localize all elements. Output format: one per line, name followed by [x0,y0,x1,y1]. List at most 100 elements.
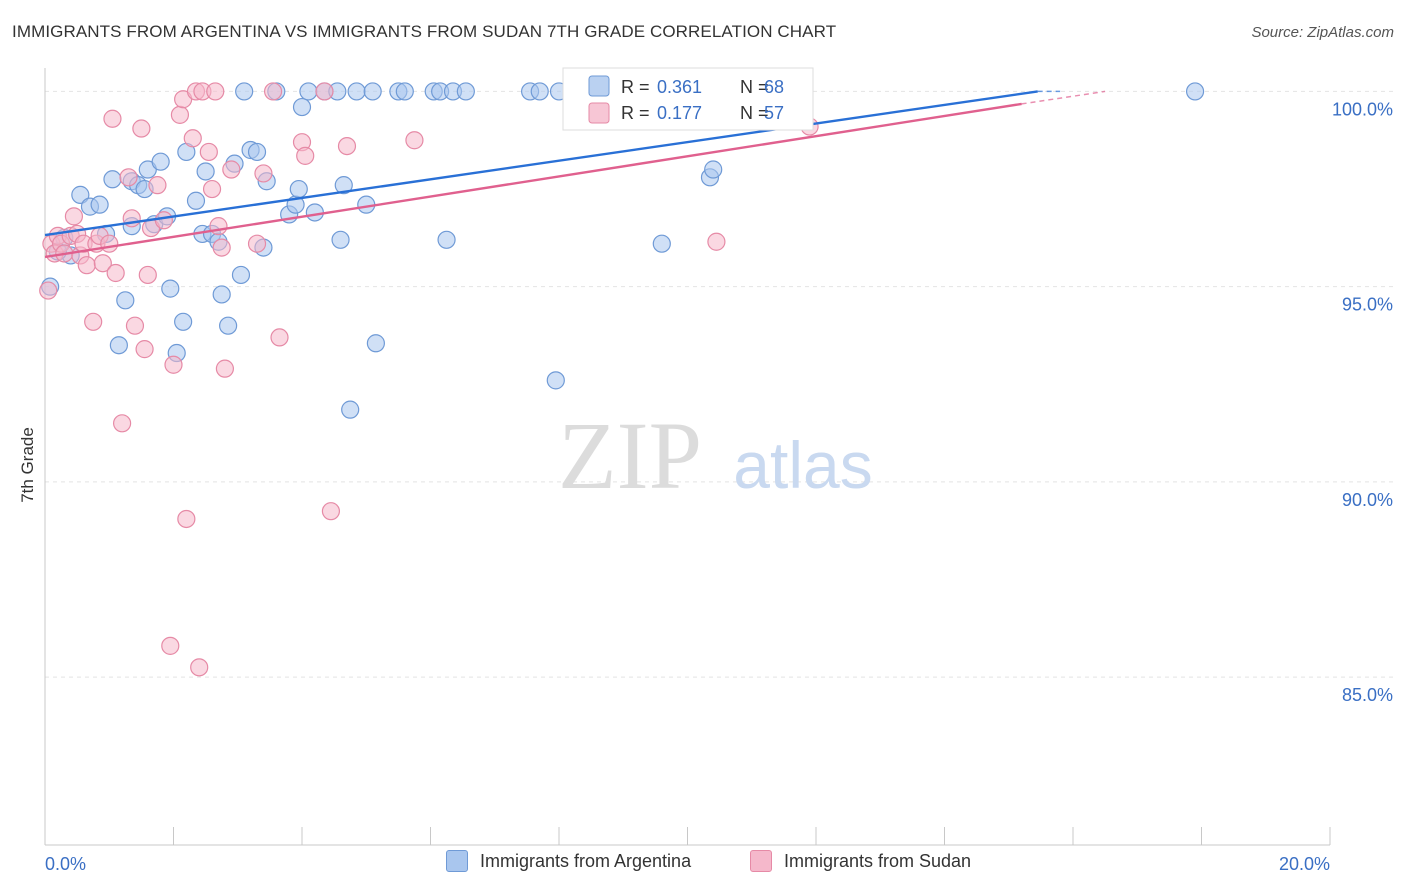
legend-item-argentina[interactable]: Immigrants from Argentina [446,850,691,872]
y-tick-label: 85.0% [1342,685,1393,705]
point-argentina [212,285,231,304]
point-argentina [437,230,456,249]
x-tick-label: 20.0% [1279,854,1330,874]
point-sudan [270,328,289,347]
legend-r-value: 0.177 [657,103,702,123]
legend-r-value: 0.361 [657,77,702,97]
point-argentina [331,230,350,249]
point-argentina [652,234,671,253]
point-argentina [219,316,238,335]
chart-title: IMMIGRANTS FROM ARGENTINA VS IMMIGRANTS … [12,22,837,41]
point-argentina [109,336,128,355]
point-sudan [254,164,273,183]
legend-swatch-sudan [750,850,772,872]
y-tick-label: 95.0% [1342,295,1393,315]
point-argentina [235,82,254,101]
point-sudan [177,509,196,529]
source-credit: Source: ZipAtlas.com [1251,24,1394,41]
point-sudan [132,119,151,138]
point-sudan [119,168,138,187]
point-argentina [71,185,90,204]
trend-lines [44,90,1106,259]
watermark: ZIP atlas [558,402,873,509]
grid [45,90,1395,678]
point-sudan [247,234,267,253]
point-argentina [174,312,193,331]
legend-swatch-argentina [588,75,610,97]
legend-label-argentina: Immigrants from Argentina [480,850,692,871]
point-sudan [154,211,173,230]
point-sudan [161,636,180,655]
point-argentina [704,160,723,179]
point-sudan [212,238,231,257]
point-argentina [186,191,206,210]
point-argentina [456,82,475,101]
watermark-zip: ZIP [558,402,702,509]
point-argentina [231,265,251,285]
legend-n-value: 68 [764,77,784,97]
axes [44,68,1331,846]
point-argentina [103,170,122,189]
point-argentina [247,142,267,162]
point-sudan [93,254,112,273]
point-argentina [151,152,170,171]
point-sudan [106,263,125,283]
correlation-legend: R = 0.361 N = 68 R = 0.177 N = 57 [562,67,814,131]
y-axis-label: 7th Grade [18,427,37,503]
point-sudan [206,82,225,101]
point-sudan [125,316,145,335]
point-sudan [222,160,241,179]
point-sudan [39,281,58,300]
point-sudan [170,105,190,124]
point-sudan [112,414,132,433]
point-sudan [190,658,209,677]
point-argentina [347,82,366,101]
trend-extension-sudan [1021,90,1106,105]
series-legend: Immigrants from Argentina Immigrants fro… [0,850,1406,878]
point-argentina [1185,82,1205,101]
point-sudan [164,355,183,374]
point-sudan [199,142,218,162]
point-sudan [215,359,234,378]
trend-line-sudan [44,102,1022,259]
point-sudan [84,312,103,331]
point-argentina [334,176,353,195]
watermark-atlas: atlas [733,428,872,502]
point-sudan [103,109,122,128]
point-argentina [530,82,549,101]
point-argentina [341,400,360,419]
point-argentina [161,279,180,298]
point-argentina [289,179,308,199]
point-sudan [263,82,283,101]
point-argentina [196,162,215,181]
x-tick-label: 0.0% [45,854,86,874]
point-sudan [707,232,726,251]
tick-labels: 100.0% 95.0% 90.0% 85.0% 0.0% 20.0% [45,99,1393,874]
point-argentina [116,291,135,310]
legend-r-label: R = [621,77,650,97]
legend-r-label: R = [621,103,650,123]
point-sudan [337,136,357,156]
point-argentina [305,203,324,222]
point-sudan [405,131,424,150]
point-sudan [138,265,157,285]
point-argentina [395,82,414,101]
point-sudan [135,340,154,359]
legend-n-label: N = [740,103,769,123]
legend-item-sudan[interactable]: Immigrants from Sudan [750,850,971,872]
y-tick-label: 90.0% [1342,490,1393,510]
point-sudan [296,146,315,165]
legend-swatch-argentina [446,850,468,872]
point-argentina [292,97,312,117]
point-sudan [100,234,119,253]
point-argentina [546,371,565,390]
trend-line-argentina [44,90,1038,237]
point-sudan [209,217,228,236]
point-sudan [183,129,202,148]
legend-n-value: 57 [764,103,784,123]
point-sudan [64,207,84,226]
point-argentina [363,82,382,101]
legend-swatch-sudan [588,102,610,124]
point-argentina [299,82,318,101]
point-argentina [366,334,385,353]
